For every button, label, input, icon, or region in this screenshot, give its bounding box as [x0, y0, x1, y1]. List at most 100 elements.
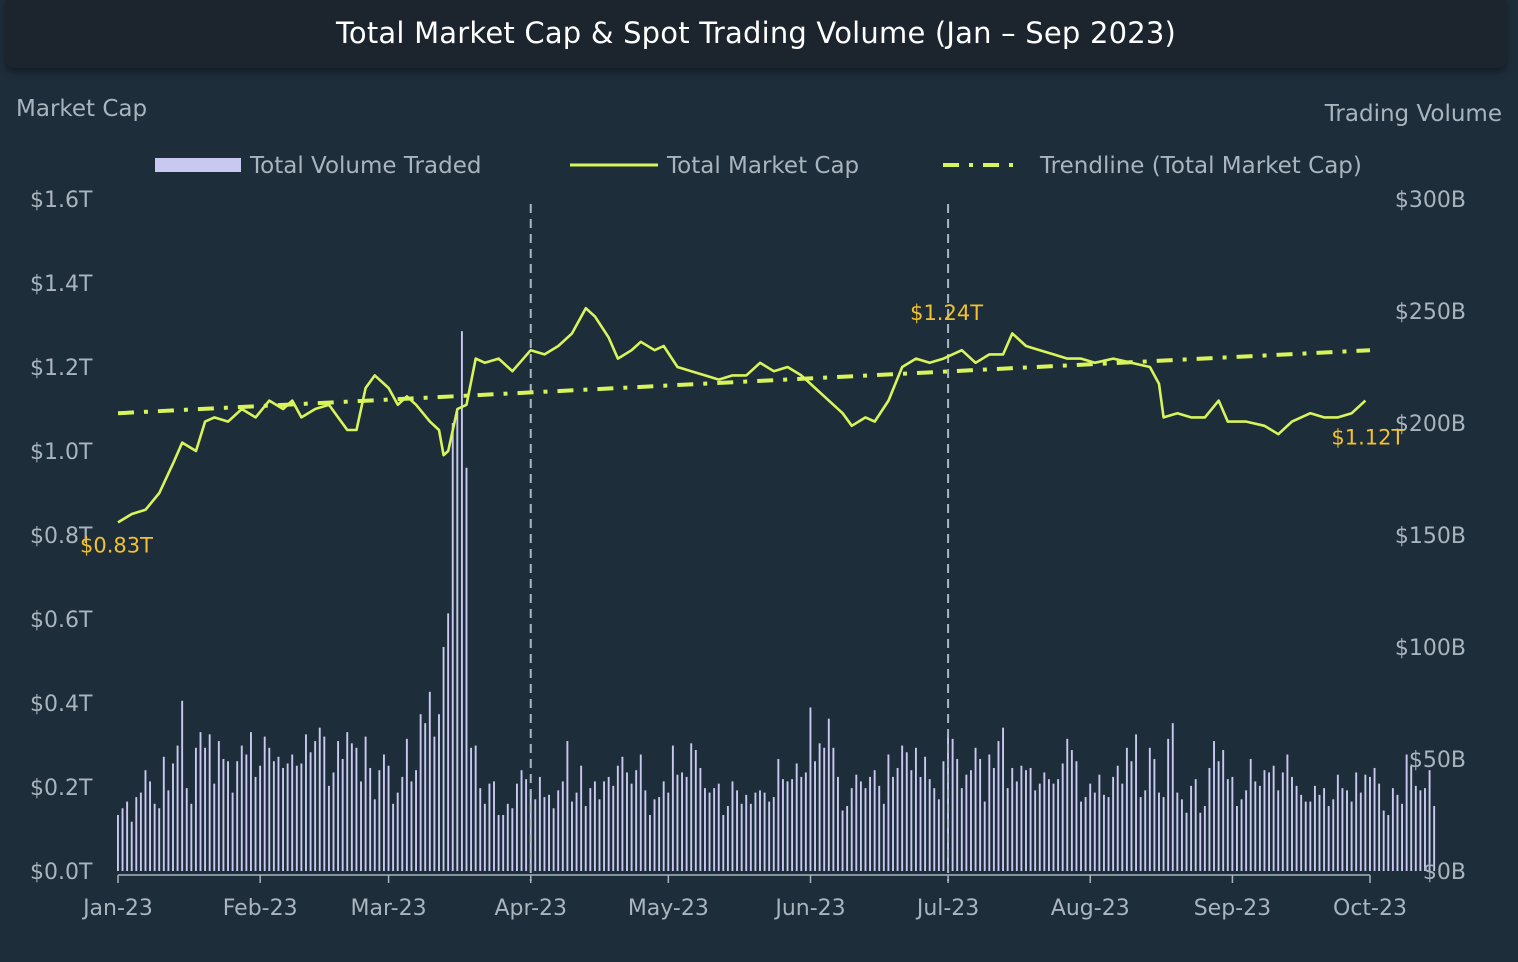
volume-bar [919, 776, 922, 871]
volume-bar [1336, 774, 1339, 871]
volume-bar [176, 745, 179, 871]
volume-bar [992, 767, 995, 871]
volume-bar [373, 799, 376, 871]
volume-bar [653, 799, 656, 871]
volume-bar [1433, 806, 1436, 871]
volume-bar [442, 647, 445, 871]
annotation-label: $1.24T [910, 301, 983, 325]
volume-bar [1382, 810, 1385, 871]
volume-bar [749, 803, 752, 871]
volume-bar [690, 743, 693, 871]
volume-bar [1263, 770, 1266, 871]
volume-bar [639, 754, 642, 871]
volume-bar [557, 790, 560, 871]
volume-bar [970, 770, 972, 871]
volume-bar [676, 774, 679, 871]
volume-bar [1203, 806, 1206, 871]
volume-bar [777, 759, 780, 871]
volume-bar [1346, 790, 1348, 871]
volume-bar [1098, 774, 1101, 871]
volume-bar [607, 776, 610, 871]
volume-bar [1112, 776, 1115, 871]
volume-bar [213, 783, 216, 871]
volume-bar [699, 767, 702, 871]
volume-bar [1034, 790, 1037, 871]
volume-bar [474, 745, 477, 871]
volume-bar [667, 792, 670, 871]
volume-bar [869, 776, 872, 871]
volume-bar [240, 745, 243, 871]
y-right-tick-label: $0B [1423, 860, 1466, 885]
volume-bar [139, 792, 142, 871]
volume-bar [1258, 785, 1261, 871]
volume-bar [1139, 797, 1142, 871]
volume-bar [937, 799, 940, 871]
volume-bar [571, 801, 573, 871]
volume-bar [1281, 772, 1284, 871]
volume-bar [979, 759, 982, 871]
volume-bar [515, 783, 518, 871]
series-lines [117, 306, 1371, 524]
volume-bar [1387, 815, 1390, 871]
volume-bar [575, 792, 578, 871]
volume-bar [630, 783, 633, 871]
volume-bar [1038, 783, 1041, 871]
volume-bar [332, 772, 335, 871]
volume-bar [859, 781, 862, 871]
volume-bar [396, 792, 399, 871]
volume-bar [1093, 792, 1096, 871]
volume-bar [1130, 761, 1133, 871]
volume-bar [1199, 812, 1202, 871]
x-tick-label: Mar-23 [351, 896, 427, 921]
volume-bar [295, 765, 298, 871]
volume-bar [318, 727, 321, 871]
volume-bar [1080, 801, 1082, 871]
x-tick-label: Aug-23 [1051, 896, 1130, 921]
volume-bar [988, 754, 991, 871]
volume-bar [1020, 765, 1023, 871]
volume-bar [997, 741, 1000, 871]
volume-bar [708, 792, 711, 871]
volume-bar [181, 700, 184, 871]
volume-bar [360, 781, 362, 871]
volume-bar [438, 714, 440, 871]
volume-bar [1006, 788, 1009, 871]
volume-bar [153, 803, 156, 871]
legend-label-trendline: Trendline (Total Market Cap) [1039, 153, 1362, 179]
volume-bar [717, 783, 720, 871]
volume-bar [804, 772, 807, 871]
volume-bar [772, 797, 775, 871]
volume-bar [745, 794, 748, 871]
volume-bar [1231, 776, 1234, 871]
volume-bar [837, 776, 839, 871]
volume-bar [1391, 788, 1394, 871]
y-right-tick-label: $300B [1395, 188, 1466, 213]
volume-bar [621, 756, 624, 871]
volume-bar [589, 788, 592, 871]
volume-bar [1208, 767, 1211, 871]
volume-bar [1167, 738, 1170, 871]
volume-bar [681, 772, 683, 871]
volume-bar [1029, 767, 1032, 871]
volume-bar [983, 801, 986, 871]
legend-swatch-volume [155, 158, 241, 172]
volume-bar [855, 774, 858, 871]
volume-bar [483, 803, 486, 871]
volume-bar [974, 747, 977, 871]
volume-bar [1295, 785, 1298, 871]
volume-bar [795, 763, 798, 871]
volume-bar [942, 761, 945, 871]
volume-bar [410, 781, 413, 871]
volume-bar [1190, 785, 1193, 871]
volume-bar [194, 747, 197, 871]
title-bar: Total Market Cap & Spot Trading Volume (… [6, 0, 1506, 68]
volume-bar [1057, 779, 1060, 871]
volume-bar [832, 747, 835, 871]
volume-bar [1268, 772, 1271, 871]
volume-bar [1158, 792, 1160, 871]
quarter-divider-lines [529, 204, 950, 881]
volume-bar [809, 707, 812, 871]
volume-bar [1226, 779, 1229, 871]
volume-bar [1002, 727, 1005, 871]
